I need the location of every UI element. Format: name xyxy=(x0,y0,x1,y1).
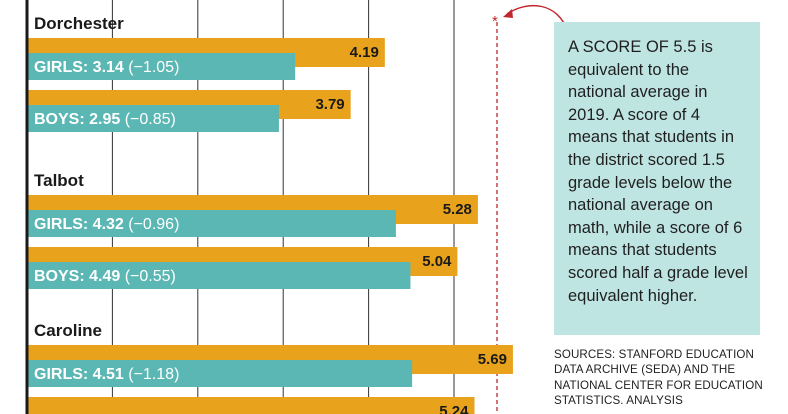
comparison-value-label: 4.19 xyxy=(350,44,379,61)
bar-row: 5.04 BOYS: 4.49 (−0.55) xyxy=(27,247,458,289)
county-name: Talbot xyxy=(34,171,84,190)
score-bar xyxy=(27,210,396,237)
comparison-value-label: 3.79 xyxy=(315,96,344,113)
county-group: Dorchester 4.19 GIRLS: 3.14 (−1.05) 3.79 BOY… xyxy=(27,14,385,132)
score-label-value: BOYS: 2.95 xyxy=(34,111,120,128)
score-bar xyxy=(27,262,411,289)
reference-marker: * xyxy=(492,13,498,30)
bar-row: 4.19 GIRLS: 3.14 (−1.05) xyxy=(27,38,385,80)
score-bar xyxy=(27,53,296,80)
bar-row: 3.79 BOYS: 2.95 (−0.85) xyxy=(27,90,351,132)
comparison-value-label: 5.69 xyxy=(478,351,507,368)
bar-row: 5.69 GIRLS: 4.51 (−1.18) xyxy=(27,345,513,387)
comparison-value-label: 5.28 xyxy=(443,201,472,218)
score-label: GIRLS: 4.32 (−0.96) xyxy=(34,216,179,233)
county-name: Caroline xyxy=(34,321,102,340)
score-label-gap: (−0.96) xyxy=(124,216,180,233)
score-label-gap: (−1.05) xyxy=(124,59,180,76)
bar-row: 5.24 xyxy=(27,397,475,414)
comparison-bar xyxy=(27,397,475,414)
score-label-value: GIRLS: 4.51 xyxy=(34,366,124,383)
score-label: GIRLS: 3.14 (−1.05) xyxy=(34,59,179,76)
score-bar xyxy=(27,360,413,387)
explanation-text: A SCORE OF 5.5 is equivalent to the nati… xyxy=(568,38,748,305)
score-label-value: BOYS: 4.49 xyxy=(34,268,120,285)
county-group: Caroline 5.69 GIRLS: 4.51 (−1.18) 5.24 xyxy=(27,321,513,414)
sources-note: SOURCES: STANFORD EDUCATION DATA ARCHIVE… xyxy=(554,347,786,409)
comparison-value-label: 5.04 xyxy=(422,253,452,270)
score-label-gap: (−0.55) xyxy=(120,268,176,285)
explanation-box: A SCORE OF 5.5 is equivalent to the nati… xyxy=(554,22,760,335)
county-group: Talbot 5.28 GIRLS: 4.32 (−0.96) 5.04 BOYS: 4… xyxy=(27,171,478,289)
arrowhead-icon xyxy=(503,9,513,18)
score-label-value: GIRLS: 3.14 xyxy=(34,59,124,76)
score-label-gap: (−0.85) xyxy=(120,111,176,128)
bar-groups: Dorchester 4.19 GIRLS: 3.14 (−1.05) 3.79 BOY… xyxy=(27,14,513,414)
score-label-gap: (−1.18) xyxy=(124,366,180,383)
score-label-value: GIRLS: 4.32 xyxy=(34,216,124,233)
county-name: Dorchester xyxy=(34,14,124,33)
score-bar xyxy=(27,105,279,132)
score-label: GIRLS: 4.51 (−1.18) xyxy=(34,366,179,383)
bar-row: 5.28 GIRLS: 4.32 (−0.96) xyxy=(27,195,478,237)
score-label: BOYS: 2.95 (−0.85) xyxy=(34,111,176,128)
comparison-value-label: 5.24 xyxy=(439,403,469,414)
sources-text: SOURCES: STANFORD EDUCATION DATA ARCHIVE… xyxy=(554,348,763,408)
score-label: BOYS: 4.49 (−0.55) xyxy=(34,268,176,285)
